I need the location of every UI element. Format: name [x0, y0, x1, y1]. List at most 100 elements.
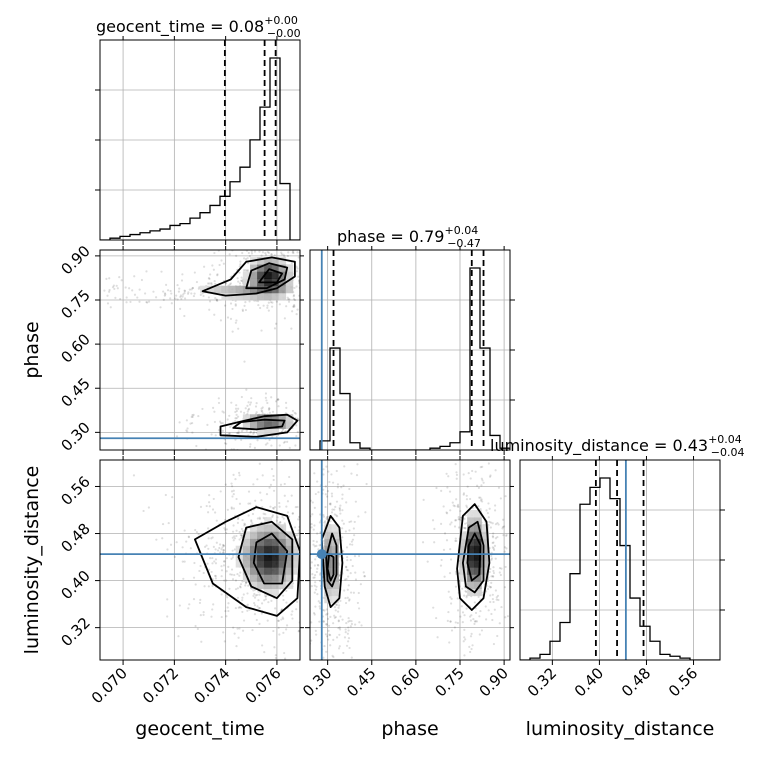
scatter-point	[286, 511, 290, 514]
density-cell	[271, 524, 279, 532]
scatter-point	[286, 296, 289, 299]
scatter-point	[271, 514, 275, 517]
scatter-point	[166, 548, 169, 551]
scatter-point	[224, 483, 227, 486]
scatter-point	[455, 498, 458, 501]
scatter-point	[238, 627, 241, 630]
scatter-point	[482, 481, 485, 484]
scatter-point	[290, 261, 293, 265]
scatter-point	[310, 561, 313, 564]
scatter-point	[314, 605, 317, 608]
scatter-point	[239, 260, 242, 263]
scatter-point	[496, 535, 499, 539]
scatter-point	[191, 431, 194, 434]
xlabel-phase: phase	[381, 718, 438, 740]
scatter-point	[443, 532, 447, 535]
scatter-point	[234, 588, 238, 591]
scatter-point	[497, 598, 500, 602]
scatter-point	[211, 264, 214, 267]
density-cell	[324, 538, 332, 547]
scatter-point	[282, 253, 285, 256]
scatter-point	[199, 598, 202, 601]
contour-line-0	[201, 256, 296, 297]
scatter-point	[246, 262, 250, 265]
scatter-point	[221, 546, 224, 549]
scatter-point	[313, 564, 317, 567]
scatter-point	[217, 428, 221, 432]
scatter-point	[239, 263, 242, 266]
scatter-point	[225, 528, 228, 531]
scatter-point	[504, 495, 507, 498]
scatter-point	[492, 569, 495, 573]
scatter-point	[177, 635, 180, 638]
scatter-point	[256, 605, 259, 608]
scatter-point	[489, 567, 492, 571]
density-cell	[460, 574, 468, 582]
scatter-point	[347, 616, 350, 620]
density-cell	[278, 538, 287, 547]
scatter-point	[258, 607, 262, 610]
scatter-point	[339, 512, 342, 515]
density-cell	[264, 414, 272, 422]
density-cell	[257, 560, 265, 568]
scatter-point	[219, 319, 223, 322]
scatter-point	[240, 395, 243, 399]
scatter-point	[296, 534, 299, 537]
scatter-point	[454, 621, 457, 624]
scatter-point	[111, 286, 115, 289]
scatter-point	[272, 489, 276, 492]
scatter-point	[210, 570, 213, 574]
scatter-point	[242, 593, 245, 596]
density-cell	[278, 257, 287, 265]
scatter-point	[238, 530, 241, 534]
contour-line-4	[232, 418, 286, 431]
density-cell	[257, 531, 265, 539]
scatter-point	[276, 398, 279, 401]
scatter-point	[470, 632, 473, 635]
scatter-point	[216, 299, 219, 303]
scatter-point	[432, 606, 435, 609]
scatter-point	[241, 251, 244, 255]
scatter-point	[317, 491, 320, 494]
scatter-point	[362, 571, 365, 574]
scatter-point	[209, 273, 212, 276]
density-cell	[467, 524, 475, 532]
scatter-point	[183, 314, 186, 318]
scatter-point	[240, 534, 243, 537]
scatter-point	[162, 290, 165, 293]
scatter-point	[325, 465, 328, 468]
scatter-point	[488, 520, 491, 523]
scatter-point	[235, 413, 238, 416]
scatter-point	[285, 589, 288, 592]
scatter-point	[221, 429, 224, 432]
scatter-point	[231, 549, 234, 552]
scatter-point	[475, 620, 479, 623]
scatter-point	[503, 546, 507, 549]
scatter-point	[191, 413, 194, 417]
scatter-point	[453, 504, 456, 508]
scatter-point	[232, 507, 236, 510]
density-cell	[474, 517, 482, 525]
scatter-point	[311, 513, 314, 516]
density-cell	[278, 567, 287, 575]
scatter-point	[252, 431, 256, 434]
scatter-point	[291, 512, 294, 515]
scatter-point	[245, 388, 248, 391]
scatter-point	[277, 626, 280, 629]
density-cell	[264, 560, 272, 568]
scatter-point	[246, 603, 249, 606]
scatter-point	[295, 424, 298, 427]
scatter-point	[194, 528, 197, 532]
density-cell	[467, 531, 475, 539]
density-cell	[474, 552, 482, 561]
scatter-point	[295, 285, 298, 288]
scatter-point	[328, 502, 331, 506]
scatter-point	[284, 401, 288, 404]
scatter-point	[211, 608, 214, 611]
scatter-point	[170, 579, 173, 582]
scatter-point	[346, 588, 349, 591]
scatter-point	[326, 635, 329, 638]
density-cell	[264, 428, 272, 437]
scatter-point	[291, 610, 294, 613]
scatter-point	[212, 497, 215, 501]
